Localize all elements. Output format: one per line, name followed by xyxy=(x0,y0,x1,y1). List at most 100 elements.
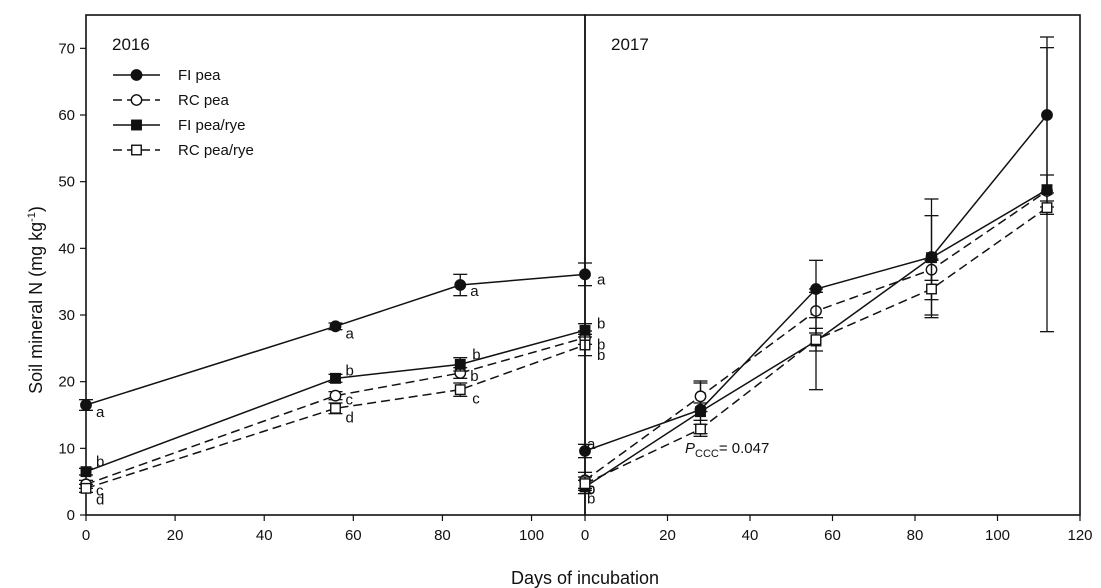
legend-marker xyxy=(130,69,143,81)
x-tick-label: 60 xyxy=(824,527,841,544)
significance-letter: b xyxy=(587,480,595,497)
legend-label: RC pea xyxy=(178,92,230,109)
significance-letter: b xyxy=(96,454,104,471)
significance-letter: b xyxy=(472,346,480,363)
data-point xyxy=(329,320,342,333)
y-tick-label: 0 xyxy=(67,507,75,524)
data-point xyxy=(80,466,92,478)
significance-letter: b xyxy=(470,368,478,385)
significance-letter: b xyxy=(587,491,595,508)
legend-label: RC pea/rye xyxy=(178,142,254,159)
legend-marker xyxy=(131,119,142,131)
legend: FI pea RC pea FI pea/rye RC pea/rye xyxy=(113,67,254,159)
data-point xyxy=(330,372,341,384)
x-tick-label: 80 xyxy=(907,527,924,544)
x-tick-label: 80 xyxy=(434,527,451,544)
x-tick-label: 20 xyxy=(167,527,184,544)
series-rc-pea-rye: b xyxy=(578,200,1054,508)
y-axis-label-main: Soil mineral N (mg kg xyxy=(26,222,46,394)
data-point xyxy=(695,406,706,418)
data-point xyxy=(454,279,467,291)
x-tick-label: 0 xyxy=(82,527,90,544)
series-line xyxy=(85,329,586,473)
significance-letter: b xyxy=(346,362,354,379)
x-axis-label: Days of incubation xyxy=(511,568,659,588)
significance-letter: c xyxy=(96,482,104,499)
data-point xyxy=(579,445,591,457)
y-tick-label: 10 xyxy=(58,440,75,457)
x-tick-label: 100 xyxy=(519,527,544,544)
legend-marker xyxy=(130,94,143,106)
data-point xyxy=(1041,184,1053,196)
p-subscript: CCC xyxy=(695,448,719,460)
x-tick-label: 60 xyxy=(345,527,362,544)
significance-letter: c xyxy=(472,391,480,408)
series-line xyxy=(85,336,586,486)
y-tick-label: 30 xyxy=(58,307,75,324)
significance-letter: d xyxy=(96,491,104,508)
y-tick-label: 70 xyxy=(58,40,75,57)
panel-frame xyxy=(85,14,586,516)
significance-letter: a xyxy=(346,325,355,342)
panel-frame xyxy=(584,14,1081,516)
y-axis-label-superscript: -1 xyxy=(26,212,38,222)
significance-letter: a xyxy=(597,271,606,288)
data-point xyxy=(695,423,706,435)
series-line xyxy=(85,344,586,490)
y-axis-label: Soil mineral N (mg kg-1) xyxy=(26,206,46,394)
data-point xyxy=(694,390,707,403)
legend-label: FI pea xyxy=(178,67,221,84)
data-point xyxy=(454,358,466,370)
data-point xyxy=(80,482,92,494)
significance-letter: b xyxy=(597,337,605,354)
significance-letter: b xyxy=(587,481,595,498)
legend-entry: RC pea/rye xyxy=(113,142,254,159)
significance-letter: b xyxy=(597,315,605,332)
x-tick-label: 100 xyxy=(985,527,1010,544)
data-point xyxy=(454,384,466,396)
x-tick-label: 0 xyxy=(581,527,589,544)
series-fi-pea: a a a a xyxy=(79,262,606,421)
y-tick-label: 50 xyxy=(58,174,75,191)
p-symbol: P xyxy=(685,440,695,457)
data-point xyxy=(810,334,822,346)
significance-letter: a xyxy=(587,436,596,453)
series-fi-pea: a xyxy=(578,36,1054,459)
series-line xyxy=(85,273,586,406)
x-tick-label: 40 xyxy=(742,527,759,544)
data-point xyxy=(579,478,591,490)
y-tick-label: 20 xyxy=(58,374,75,391)
data-point xyxy=(1041,202,1053,214)
legend-entry: FI pea xyxy=(113,67,221,84)
significance-letter: d xyxy=(346,409,354,426)
y-axis-label-close: ) xyxy=(26,206,46,212)
x-tick-label: 20 xyxy=(659,527,676,544)
y-tick-label: 60 xyxy=(58,107,75,124)
panel-title: 2016 xyxy=(112,35,150,54)
data-point xyxy=(330,402,341,414)
legend-entry: FI pea/rye xyxy=(113,117,246,134)
p-value-annotation: PCCC= 0.047 xyxy=(685,440,769,460)
data-point xyxy=(80,399,92,411)
y-tick-label: 40 xyxy=(58,240,75,257)
panel-title: 2017 xyxy=(611,35,649,54)
data-point xyxy=(926,283,937,295)
legend-entry: RC pea xyxy=(113,92,230,109)
significance-letter: b xyxy=(597,347,605,364)
p-value: = 0.047 xyxy=(719,440,769,457)
significance-letter: c xyxy=(346,392,354,409)
significance-letter: a xyxy=(470,283,479,300)
x-tick-label: 40 xyxy=(256,527,273,544)
significance-letter: a xyxy=(96,404,105,421)
data-point xyxy=(329,389,342,402)
legend-label: FI pea/rye xyxy=(178,117,246,134)
legend-marker xyxy=(131,144,142,156)
x-tick-label: 120 xyxy=(1067,527,1092,544)
